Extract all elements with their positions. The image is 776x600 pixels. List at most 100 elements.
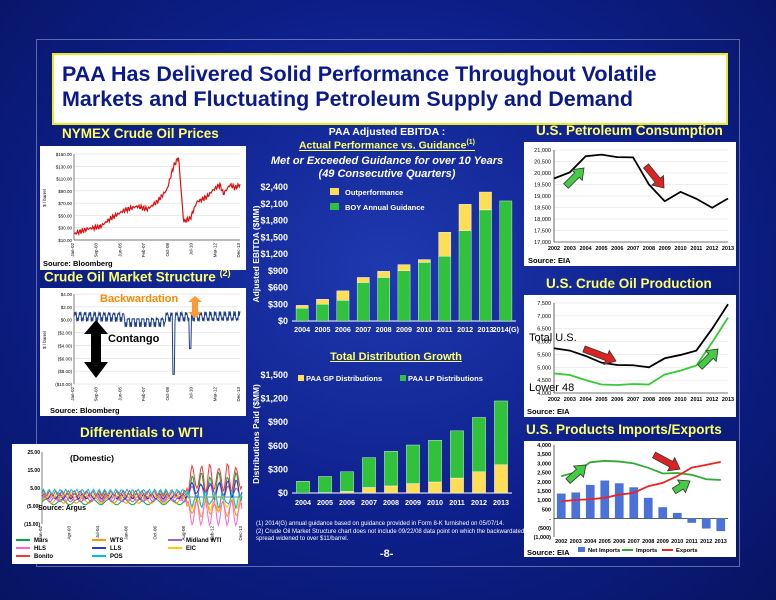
nymex-y-label: $ / barrel: [42, 189, 47, 207]
structure-y-tick: ($8.00): [58, 369, 73, 374]
distribution-chart: $1,500 $1,200 $900 $600 $300 $0 Distributions …: [251, 370, 512, 507]
differentials-legend-swatch: [92, 555, 106, 558]
distribution-y-tick: $1,200: [260, 394, 288, 404]
structure-x-tick: Sep-03: [94, 387, 99, 402]
trade-up-arrow-2: [671, 479, 691, 495]
ebitda-y-tick: $1,200: [260, 249, 288, 259]
differentials-x-tick: Jan-02: [38, 526, 43, 540]
distribution-legend-gp-swatch: [298, 375, 304, 381]
production-y-tick: 5,500: [537, 352, 551, 358]
distribution-bar-gp: [472, 471, 486, 494]
production-chart: 7,500 7,000 6,500 6,000 5,500 5,000 4,500 4,000…: [524, 295, 736, 417]
nymex-y-tick: $90.00: [58, 189, 72, 194]
consumption-up-arrow: [563, 167, 585, 189]
ebitda-bar-guidance: [316, 304, 329, 322]
structure-chart: $4.00 $2.00 $0.00 ($2.00) ($4.00) ($6.00) ($8.…: [40, 288, 246, 416]
differentials-x-tick: Dec-13: [238, 526, 243, 541]
distribution-bar-lp: [340, 471, 354, 492]
nymex-x-tick: Dec-13: [236, 243, 241, 258]
trade-legend-swatch: [578, 547, 585, 552]
differentials-line-pos: [41, 488, 243, 511]
consumption-x-tick: 2008: [643, 246, 655, 252]
consumption-y-tick: 21,000: [534, 148, 551, 154]
structure-x-tick: Jan-02: [70, 387, 75, 401]
ebitda-bar-outperformance: [397, 264, 411, 271]
ebitda-y-tick: $900: [268, 266, 288, 276]
nymex-x-tick: Jan-02: [70, 243, 75, 257]
consumption-line-0: [553, 153, 729, 209]
ebitda-bar-outperformance: [377, 271, 390, 278]
nymex-y-tick: $110.00: [56, 177, 72, 182]
nymex-plot: $150.00 $130.00 $110.00 $90.00 $70.00 $50.00 $…: [42, 152, 241, 258]
trade-bar-net-imports: [556, 493, 566, 519]
ebitda-bar-guidance: [356, 282, 370, 322]
trade-x-tick: 2012: [700, 539, 712, 545]
distribution-legend-lp-swatch: [400, 375, 406, 381]
structure-title-sup: (2): [219, 268, 231, 278]
ebitda-x-tick: 2012: [457, 325, 473, 334]
differentials-legend-swatch: [168, 539, 182, 542]
distribution-bar-lp: [296, 480, 310, 494]
structure-title-text: Crude Oil Market Structure: [44, 269, 216, 285]
backwardation-label: Backwardation: [100, 293, 179, 305]
distribution-x-tick: 2009: [405, 498, 421, 507]
differentials-legend-label: LLS: [110, 546, 122, 552]
trade-line-exports: [561, 461, 721, 503]
distribution-bar-lp: [406, 444, 420, 484]
differentials-y-tick: 25.00: [27, 450, 40, 456]
ebitda-bar-guidance: [295, 307, 309, 322]
production-x-tick: 2002: [548, 397, 560, 403]
trade-bar-net-imports: [643, 497, 653, 519]
trade-y-tick: 2,000: [537, 480, 551, 486]
footnotes: (1) 2014(G) annual guidance based on gui…: [256, 521, 526, 544]
differentials-legend-label: Bonito: [34, 554, 53, 560]
distribution-bar-lp: [384, 451, 398, 487]
production-x-tick: 2010: [674, 397, 686, 403]
consumption-x-tick: 2010: [674, 246, 686, 252]
consumption-y-tick: 20,500: [534, 160, 551, 166]
differentials-legend-swatch: [92, 547, 106, 550]
consumption-x-tick: 2013: [722, 246, 734, 252]
distribution-x-tick: 2007: [361, 498, 377, 507]
trade-legend-label: Imports: [636, 548, 657, 554]
structure-y-tick: ($10.00): [55, 382, 72, 387]
production-x-tick: 2008: [643, 397, 655, 403]
ebitda-bar-guidance: [397, 270, 411, 322]
differentials-legend-label: HLS: [34, 546, 46, 552]
nymex-x-tick: Mar-12: [212, 243, 217, 258]
production-y-tick: 7,000: [537, 314, 551, 320]
distribution-y-label: Distributions Paid ($MM): [251, 384, 261, 484]
trade-title: U.S. Products Imports/Exports: [526, 422, 722, 437]
consumption-x-tick: 2005: [595, 246, 607, 252]
distribution-bar-lp: [494, 400, 508, 465]
ebitda-y-label: Adjusted EBITDA ($MM): [251, 205, 261, 302]
consumption-x-tick: 2004: [580, 246, 593, 252]
distribution-bar-lp: [472, 417, 486, 472]
production-x-tick: 2005: [595, 397, 607, 403]
ebitda-bar-outperformance: [356, 277, 370, 283]
trade-x-tick: 2004: [584, 539, 597, 545]
distribution-bar-gp: [384, 485, 398, 494]
distribution-bar-gp: [406, 483, 420, 494]
trade-x-tick: 2005: [599, 539, 611, 545]
ebitda-x-tick: 2008: [376, 325, 392, 334]
differentials-y-tick: (5.00): [27, 504, 40, 510]
consumption-x-tick: 2009: [659, 246, 671, 252]
differentials-legend-item: Midland WTI: [168, 538, 221, 544]
consumption-down-arrow: [642, 163, 665, 189]
ebitda-bar-guidance: [438, 256, 452, 322]
differentials-legend-swatch: [16, 539, 30, 542]
trade-bar-net-imports: [672, 512, 682, 519]
consumption-y-tick: 19,500: [534, 183, 551, 189]
ebitda-x-tick: 2009: [396, 325, 412, 334]
trade-y-tick: (500): [538, 526, 551, 532]
main-title-line-2: Markets and Fluctuating Petroleum Supply…: [62, 87, 634, 111]
structure-y-tick: ($2.00): [58, 331, 73, 336]
differentials-legend-label: EIC: [186, 546, 197, 552]
structure-y-tick: $2.00: [61, 305, 73, 310]
differentials-legend: Mars WTS Midland WTI HLS LLS EIC Bonito POS: [16, 538, 246, 564]
nymex-x-tick: Feb-07: [141, 243, 146, 258]
nymex-y-tick: $150.00: [56, 152, 73, 157]
distribution-y-tick: $900: [268, 417, 288, 427]
trade-down-arrow: [651, 451, 681, 472]
